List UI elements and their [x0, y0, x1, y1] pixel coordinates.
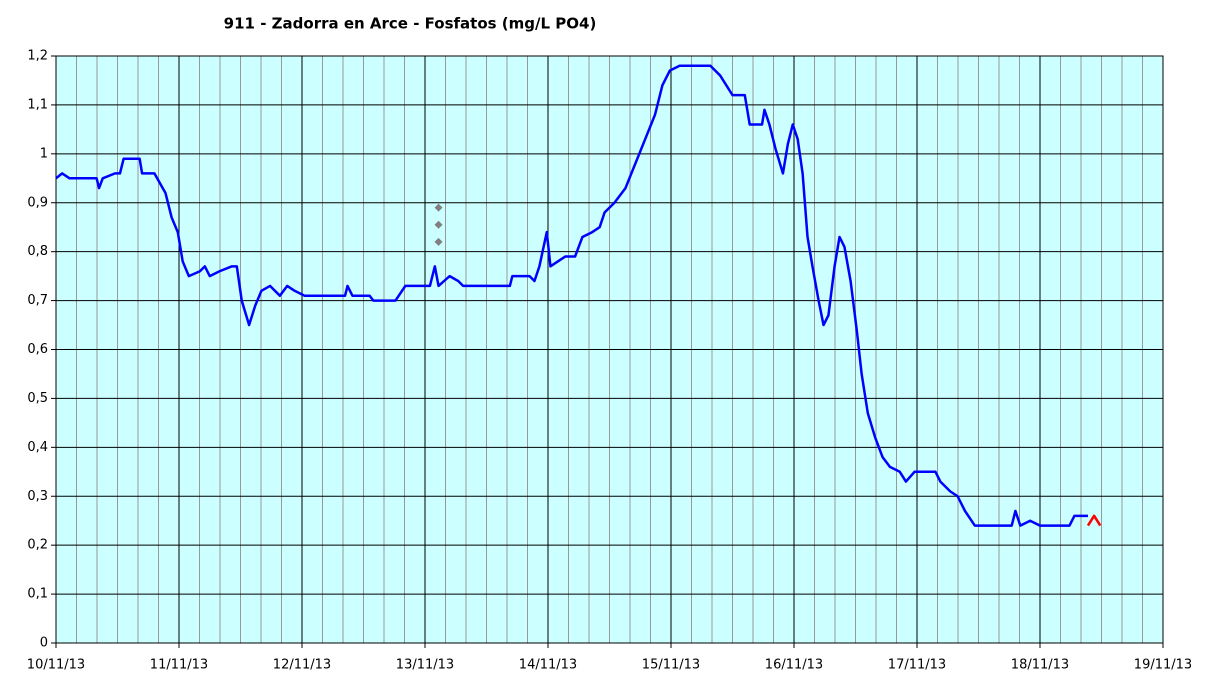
x-tick-label: 11/11/13: [150, 658, 208, 673]
data-line: [1086, 514, 1102, 527]
y-tick-label: 1,2: [27, 49, 48, 64]
y-tick-label: 0,2: [27, 538, 48, 553]
x-tick-label: 17/11/13: [888, 658, 946, 673]
y-tick-label: 0,5: [27, 391, 48, 406]
y-tick-label: 0: [40, 636, 48, 651]
chart-title: 911 - Zadorra en Arce - Fosfatos (mg/L P…: [224, 15, 597, 33]
x-tick-label: 15/11/13: [642, 658, 700, 673]
y-tick-label: 0,1: [27, 587, 48, 602]
y-tick-label: 0,4: [27, 440, 48, 455]
data-point: [434, 203, 443, 212]
x-tick-label: 16/11/13: [765, 658, 823, 673]
x-tick-label: 19/11/13: [1134, 658, 1192, 673]
x-tick-label: 13/11/13: [396, 658, 454, 673]
y-tick-label: 0,3: [27, 489, 48, 504]
x-tick-label: 18/11/13: [1011, 658, 1069, 673]
y-tick-label: 0,9: [27, 195, 48, 210]
y-tick-label: 0,7: [27, 293, 48, 308]
x-tick-label: 14/11/13: [519, 658, 577, 673]
y-tick-label: 0,6: [27, 342, 48, 357]
y-tick-label: 0,8: [27, 244, 48, 259]
data-point: [434, 220, 443, 229]
x-tick-label: 10/11/13: [27, 658, 85, 673]
y-tick-label: 1,1: [27, 97, 48, 112]
data-point: [434, 237, 443, 246]
y-tick-label: 1: [40, 146, 48, 161]
data-line: [55, 64, 1088, 527]
x-tick-label: 12/11/13: [273, 658, 331, 673]
